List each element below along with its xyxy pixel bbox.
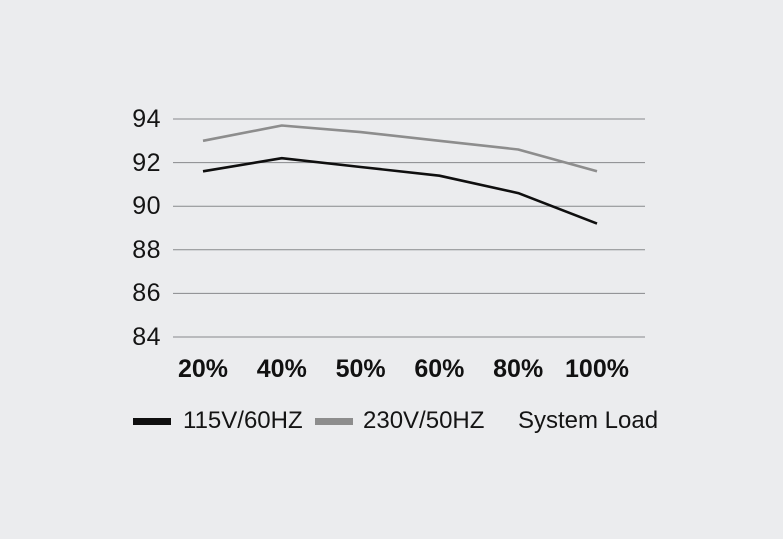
y-tick-label-84: 84: [132, 323, 161, 351]
x-tick-label-20: 20%: [177, 355, 229, 383]
y-tick-label-88: 88: [132, 235, 161, 264]
legend-label-115v-60hz: 115V/60HZ: [183, 407, 303, 434]
legend-swatch-230v-50hz: [315, 418, 353, 425]
y-tick-label-86: 86: [132, 279, 161, 308]
series-line-115v-60hz: [202, 156, 598, 225]
x-tick-label-80: 80%: [493, 355, 544, 383]
y-tick-label-92: 92: [132, 148, 161, 177]
x-tick-label-50: 50%: [335, 355, 386, 383]
x-tick-label-100: 100%: [565, 355, 629, 383]
legend-label-230v-50hz: 230V/50HZ: [363, 407, 485, 434]
y-tick-label-90: 90: [132, 192, 161, 221]
series-line-230v-50hz: [202, 124, 598, 173]
x-tick-label-40: 40%: [256, 355, 307, 383]
y-tick-label-94: 94: [132, 105, 161, 133]
x-tick-label-60: 60%: [414, 355, 465, 383]
legend-swatch-115v-60hz: [133, 418, 171, 425]
x-axis-title: System Load: [518, 407, 659, 434]
